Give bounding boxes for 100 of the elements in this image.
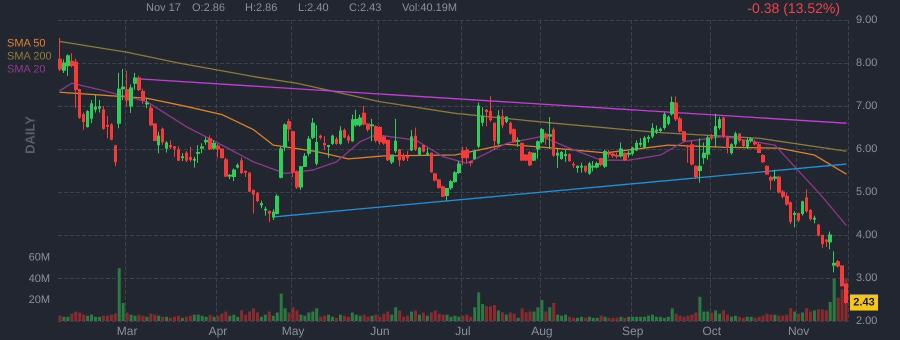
bar [639, 316, 642, 321]
bar [346, 316, 350, 321]
bar [832, 278, 836, 321]
candlestick [710, 133, 713, 141]
candlestick [145, 98, 149, 109]
candlestick [667, 114, 670, 126]
candlestick [568, 152, 571, 162]
bar [110, 314, 113, 321]
bar [70, 314, 74, 321]
bar [682, 316, 686, 321]
candlestick [125, 70, 129, 107]
candlestick [548, 116, 552, 150]
candlestick [520, 142, 524, 162]
bar [789, 308, 792, 321]
candlestick [406, 150, 409, 162]
text: DAILY [22, 116, 38, 154]
candlestick [165, 140, 168, 153]
bar [394, 307, 398, 321]
candlestick [595, 161, 599, 169]
bar [176, 316, 180, 321]
y2-tick-label: 60M [28, 252, 50, 264]
candlestick [757, 142, 761, 154]
bar [576, 318, 579, 321]
candlestick [639, 138, 642, 148]
candlestick [208, 134, 212, 150]
candlestick [611, 150, 615, 158]
bar [78, 312, 82, 321]
candlestick [651, 122, 654, 139]
text: Vol:40.19M [402, 2, 458, 14]
bar [145, 316, 148, 321]
bar [90, 314, 94, 321]
candlestick [769, 175, 773, 190]
bar [180, 318, 184, 321]
candlestick [402, 152, 405, 162]
bar [532, 311, 536, 321]
bar [86, 316, 90, 321]
bar [414, 310, 417, 321]
bar [338, 314, 342, 321]
bar [126, 312, 129, 321]
bar [331, 316, 334, 321]
candlestick [793, 210, 796, 228]
text: Nov 17 [146, 2, 181, 14]
bar [540, 300, 544, 321]
bar [260, 316, 263, 321]
bar [354, 314, 358, 321]
bar [74, 311, 78, 321]
candlestick [698, 138, 702, 184]
candlestick [635, 140, 638, 152]
x-tick-label: Sep [622, 324, 644, 338]
bar [130, 314, 133, 321]
candlestick [418, 146, 421, 156]
text: O:2.86 [192, 2, 226, 14]
y-tick-label: 5.00 [856, 186, 878, 198]
bar [438, 314, 441, 321]
bar [504, 314, 508, 321]
candlestick [825, 238, 828, 248]
bar [801, 312, 804, 321]
bar [718, 314, 722, 321]
line-series [59, 92, 847, 175]
candlestick [323, 136, 326, 150]
bar [588, 316, 591, 321]
bar [496, 310, 500, 321]
candlestick [469, 160, 473, 167]
candlestick [426, 147, 429, 156]
candlestick [694, 164, 698, 180]
bar [686, 316, 690, 321]
bar [94, 316, 98, 321]
bar [82, 314, 86, 321]
bar [524, 312, 528, 321]
bar [500, 312, 504, 321]
bar [118, 268, 121, 321]
candlestick [591, 160, 595, 172]
candlestick [319, 134, 322, 140]
bar [816, 309, 820, 321]
candlestick [390, 154, 394, 165]
bar [762, 316, 765, 321]
candlestick [501, 108, 504, 129]
bar [670, 308, 674, 321]
candlestick [378, 126, 382, 146]
bar [781, 316, 784, 321]
bar [268, 311, 271, 321]
candlestick [765, 164, 769, 176]
candlestick [410, 130, 413, 152]
bar [102, 316, 105, 321]
bar [564, 314, 568, 321]
bar [678, 316, 682, 321]
bar [212, 316, 216, 321]
bar [378, 316, 382, 321]
bar [188, 316, 192, 321]
bar [552, 303, 556, 321]
bar [434, 310, 437, 321]
bar [430, 312, 433, 321]
bar [161, 316, 164, 321]
candlestick [489, 96, 492, 122]
text: C:2.43 [349, 2, 382, 14]
candlestick [828, 231, 832, 250]
bar [169, 318, 172, 321]
bar [516, 318, 520, 321]
bar [98, 316, 101, 321]
bar [114, 314, 117, 321]
